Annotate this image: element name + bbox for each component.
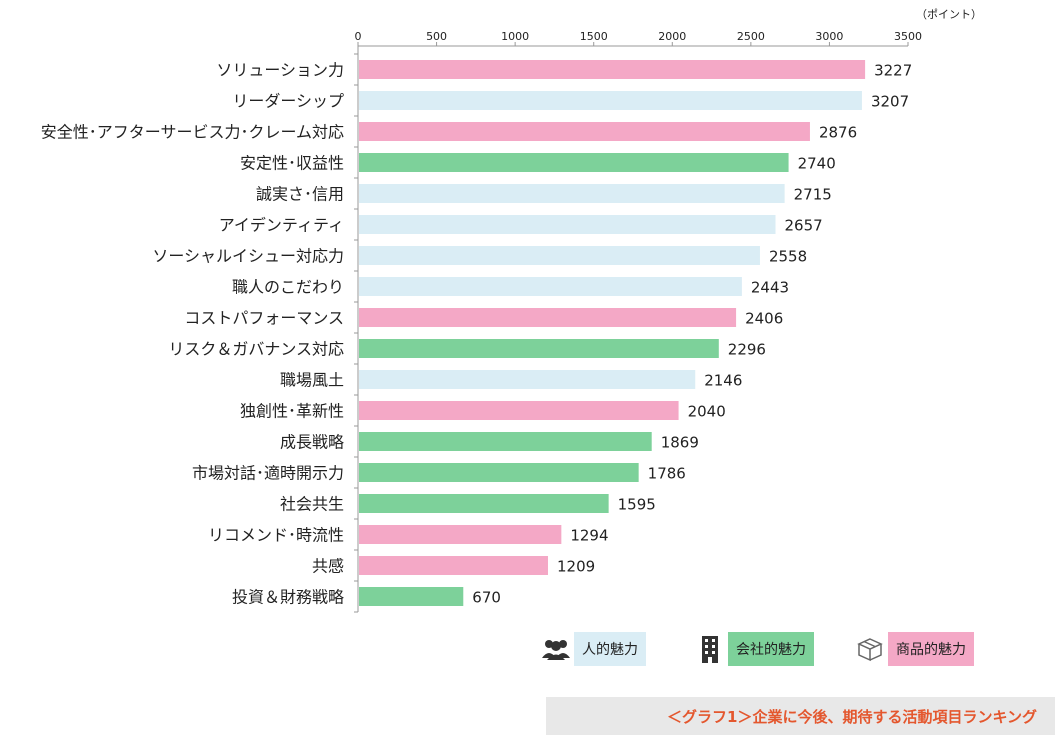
category-label: 安定性･収益性 (240, 154, 344, 173)
category-label: ソーシャルイシュー対応力 (152, 247, 344, 266)
value-label: 3207 (871, 93, 909, 111)
value-label: 1209 (557, 558, 595, 576)
bar (359, 556, 548, 575)
value-label: 2296 (728, 341, 766, 359)
value-label: 1869 (661, 434, 699, 452)
x-tick-label: 1500 (580, 30, 608, 43)
value-label: 2040 (688, 403, 726, 421)
category-label: リスク＆ガバナンス対応 (168, 340, 344, 359)
bar (359, 184, 785, 203)
building-icon (692, 632, 728, 666)
category-label: 社会共生 (280, 495, 344, 514)
category-label: 職場風土 (280, 371, 344, 390)
category-label: 誠実さ･信用 (256, 185, 344, 204)
bar (359, 587, 464, 606)
value-label: 2146 (704, 372, 742, 390)
bar (359, 401, 679, 420)
x-tick-label: 2000 (658, 30, 686, 43)
value-label: 3227 (874, 62, 912, 80)
bar (359, 246, 760, 265)
bar (359, 432, 652, 451)
category-label: 職人のこだわり (232, 278, 344, 297)
bar (359, 122, 810, 141)
bar (359, 370, 696, 389)
bar (359, 494, 609, 513)
category-label: ソリューション力 (216, 61, 344, 80)
category-label: 市場対話･適時開示力 (192, 464, 344, 483)
x-tick-label: 3000 (815, 30, 843, 43)
legend-label-product: 商品的魅力 (888, 632, 974, 666)
value-label: 2740 (798, 155, 836, 173)
legend-label-human: 人的魅力 (574, 632, 646, 666)
legend-company: 会社的魅力 (692, 632, 814, 666)
category-label: 成長戦略 (280, 433, 344, 452)
category-label: アイデンティティ (219, 216, 344, 235)
x-tick-label: 0 (355, 30, 362, 43)
value-label: 1294 (570, 527, 608, 545)
product-box-icon (852, 632, 888, 666)
x-tick-label: 1000 (501, 30, 529, 43)
value-label: 2657 (785, 217, 823, 235)
value-label: 2876 (819, 124, 857, 142)
category-label: コストパフォーマンス (184, 309, 344, 328)
x-tick-label: 3500 (894, 30, 922, 43)
bar (359, 153, 789, 172)
value-label: 1786 (648, 465, 686, 483)
x-tick-label: 500 (426, 30, 447, 43)
legend-product: 商品的魅力 (852, 632, 974, 666)
legend-human: 人的魅力 (538, 632, 646, 666)
value-label: 2406 (745, 310, 783, 328)
bar (359, 277, 742, 296)
value-label: 2715 (794, 186, 832, 204)
x-tick-label: 2500 (737, 30, 765, 43)
category-label: 投資＆財務戦略 (232, 588, 344, 607)
category-label: リーダーシップ (232, 92, 344, 111)
category-label: 共感 (312, 557, 344, 576)
value-label: 2443 (751, 279, 789, 297)
value-label: 670 (472, 589, 501, 607)
bar (359, 463, 639, 482)
value-label: 2558 (769, 248, 807, 266)
bar (359, 91, 862, 110)
bar (359, 339, 719, 358)
category-label: 独創性･革新性 (240, 402, 344, 421)
category-label: リコメンド･時流性 (208, 526, 344, 545)
value-label: 1595 (618, 496, 656, 514)
bar (359, 308, 737, 327)
unit-label: （ポイント） (916, 8, 982, 21)
bar (359, 215, 776, 234)
chart-caption: ＜グラフ1＞企業に今後、期待する活動項目ランキング (546, 697, 1055, 735)
bar (359, 60, 866, 79)
bar (359, 525, 562, 544)
legend-label-company: 会社的魅力 (728, 632, 814, 666)
people-icon (538, 632, 574, 666)
category-label: 安全性･アフターサービス力･クレーム対応 (41, 123, 344, 142)
